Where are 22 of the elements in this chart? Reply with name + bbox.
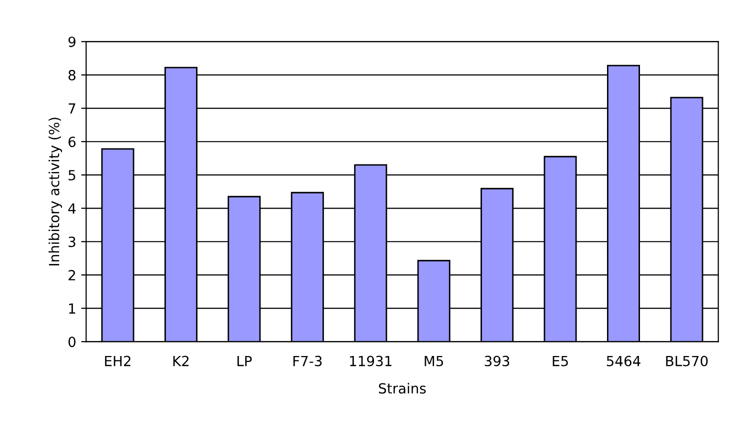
x-tick-label: E5 — [552, 356, 568, 366]
x-tick-label: BL570 — [666, 356, 708, 366]
x-tick-label: K2 — [173, 356, 189, 366]
x-tick-label: 5464 — [606, 356, 640, 366]
x-tick-label: 11931 — [350, 356, 392, 366]
x-tick-label: F7-3 — [293, 356, 322, 366]
y-tick-label: 6 — [68, 136, 76, 148]
y-axis-title: Inhibitory activity (%) — [48, 118, 62, 266]
x-tick-label: 393 — [484, 356, 510, 366]
x-tick-label: LP — [237, 356, 252, 366]
y-tick-label: 2 — [68, 270, 76, 280]
y-tick-label: 3 — [68, 236, 76, 248]
x-tick-label: M5 — [424, 356, 444, 366]
y-tick-label: 8 — [68, 70, 76, 80]
y-tick-label: 5 — [68, 170, 76, 180]
y-tick-label: 9 — [68, 36, 76, 48]
y-tick-label: 1 — [69, 303, 76, 314]
x-tick-label: EH2 — [105, 356, 130, 366]
y-tick-label: 4 — [68, 203, 76, 214]
x-axis-title: Strains — [378, 382, 426, 394]
y-tick-label: 7 — [68, 103, 76, 114]
y-tick-label: 0 — [68, 336, 76, 348]
